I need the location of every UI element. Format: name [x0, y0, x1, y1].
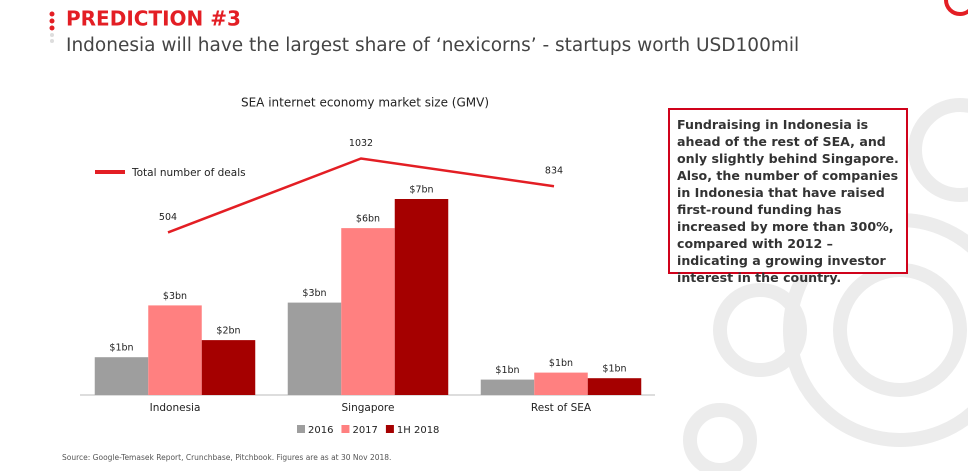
x-tick-label: Rest of SEA	[531, 402, 592, 414]
line	[167, 157, 555, 234]
data-label: $3bn	[302, 288, 326, 299]
x-tick-label: Indonesia	[150, 402, 201, 414]
legend-swatch	[297, 425, 305, 433]
bar	[287, 302, 342, 395]
legend-label: 1H 2018	[397, 425, 440, 436]
bar	[480, 379, 535, 395]
data-label: $1bn	[549, 358, 573, 369]
data-label: $1bn	[495, 365, 519, 376]
bar	[94, 357, 149, 395]
bar	[534, 372, 588, 395]
data-label: 834	[545, 166, 563, 177]
data-label: $7bn	[409, 185, 433, 196]
data-label: $3bn	[163, 291, 187, 302]
note-box: Fundraising in Indonesia is ahead of the…	[668, 108, 908, 285]
bullet-icon	[50, 33, 54, 43]
bar	[341, 228, 395, 395]
data-label: $1bn	[109, 343, 133, 354]
data-label: 504	[159, 212, 177, 223]
bar	[201, 340, 256, 395]
bar	[394, 199, 449, 395]
data-label: $6bn	[356, 214, 380, 225]
legend-label: Total number of deals	[131, 167, 246, 179]
data-label: 1032	[349, 138, 373, 149]
bullet-icon	[49, 11, 55, 31]
x-tick-label: Singapore	[342, 402, 395, 414]
chart-title: SEA internet economy market size (GMV)	[241, 96, 489, 110]
slide-title: PREDICTION #3	[66, 7, 241, 31]
slide-subtitle: Indonesia will have the largest share of…	[66, 35, 799, 56]
decoration	[944, 0, 968, 16]
source: Source: Google-Temasek Report, Crunchbas…	[62, 453, 391, 462]
legend-label: 2016	[308, 425, 333, 436]
bar	[587, 378, 642, 395]
legend-label: 2017	[352, 425, 377, 436]
legend-swatch	[385, 425, 394, 433]
data-label: $1bn	[602, 364, 626, 375]
data-label: $2bn	[216, 326, 240, 337]
bar	[148, 305, 202, 395]
legend-swatch	[341, 425, 350, 433]
